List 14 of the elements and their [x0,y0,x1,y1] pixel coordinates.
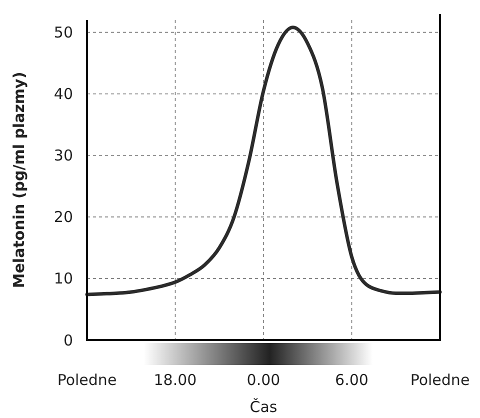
y-tick-label: 50 [54,24,73,42]
y-tick-label: 0 [63,331,73,350]
x-tick-label: 0.00 [246,371,280,389]
x-tick-label: 18.00 [154,371,197,389]
line-series [85,26,442,296]
y-axis-title: Melatonin (pg/ml plazmy) [10,72,28,288]
x-axis-title: Čas [250,398,278,416]
y-tick-label: 30 [54,146,73,165]
x-tick-label: Poledne [57,371,117,389]
x-tick-label: 6.00 [335,371,368,389]
y-tick-label: 20 [54,208,73,226]
y-tick-label: 40 [54,85,73,104]
y-tick-label: 10 [54,270,73,288]
x-tick-label: Poledne [410,371,470,389]
